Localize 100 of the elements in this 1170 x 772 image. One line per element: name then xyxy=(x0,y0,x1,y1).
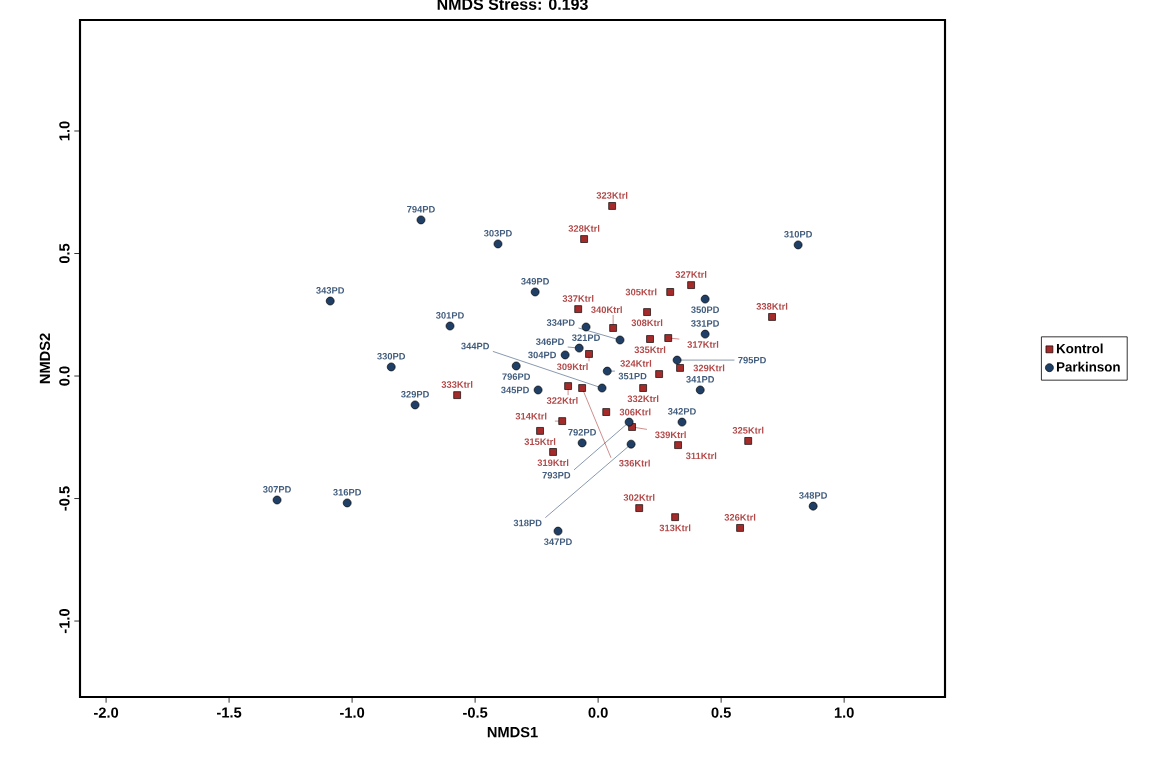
point xyxy=(626,439,636,449)
annotation: 305Ktrl xyxy=(625,288,657,296)
point xyxy=(677,417,687,427)
point xyxy=(445,321,455,331)
point xyxy=(672,355,682,365)
point xyxy=(574,343,584,353)
annotation: 343PD xyxy=(316,287,345,294)
y-tick-label: 1.0 xyxy=(59,121,70,141)
annotation: 304PD xyxy=(528,351,557,359)
point xyxy=(560,350,570,360)
annotation: 322Ktrl xyxy=(546,397,578,404)
annotation: 315Ktrl xyxy=(524,438,556,445)
annotation: 333Ktrl xyxy=(441,381,473,388)
point xyxy=(602,408,611,416)
annotation: 351PD xyxy=(618,372,647,380)
point xyxy=(272,495,282,505)
x-tick-label: 0.5 xyxy=(711,707,731,718)
annotation: 338Ktrl xyxy=(756,302,788,310)
x-tick-label: -0.5 xyxy=(463,707,488,718)
y-tick-label: 0.5 xyxy=(59,243,70,264)
annotation: 332Ktrl xyxy=(627,395,659,403)
point xyxy=(664,334,673,342)
point xyxy=(624,417,634,427)
annotation: 329Ktrl xyxy=(693,364,725,372)
point xyxy=(597,383,607,393)
point xyxy=(530,287,540,297)
point xyxy=(700,294,710,304)
annotation: 323Ktrl xyxy=(596,191,628,199)
point xyxy=(655,370,663,378)
point xyxy=(666,288,675,296)
annotation: 336Ktrl xyxy=(619,459,650,467)
point xyxy=(744,437,752,445)
annotation: 794PD xyxy=(407,205,435,213)
annotation: 337Ktrl xyxy=(562,295,594,302)
annotation: 307PD xyxy=(263,486,291,493)
annotation: 321PD xyxy=(572,334,600,341)
annotation: 306Ktrl xyxy=(619,408,651,416)
y-tick-label: -1.0 xyxy=(59,609,70,634)
point xyxy=(580,235,588,243)
point xyxy=(558,417,567,425)
annotation: 303PD xyxy=(483,229,512,237)
annotation: 335Ktrl xyxy=(634,346,666,354)
point xyxy=(578,384,586,392)
x-tick-label: -1.0 xyxy=(340,707,365,718)
annotation: 314Ktrl xyxy=(515,412,547,420)
annotation: 344PD xyxy=(461,342,490,350)
point xyxy=(577,438,587,448)
annotation: 349PD xyxy=(521,278,549,285)
x-tick-label: 0.0 xyxy=(588,707,608,718)
annotation: 796PD xyxy=(502,373,531,380)
point xyxy=(325,296,335,306)
x-tick-label: 1.0 xyxy=(834,707,854,718)
y-axis-title: NMDS2 xyxy=(39,333,51,384)
legend-label: Kontrol xyxy=(1056,343,1103,354)
annotation: 342PD xyxy=(667,408,696,415)
point xyxy=(574,305,582,313)
point xyxy=(700,329,710,339)
annotation: 345PD xyxy=(501,386,529,394)
annotation: 311Ktrl xyxy=(685,452,717,460)
annotation: 326Ktrl xyxy=(724,513,756,521)
point xyxy=(609,324,617,332)
annotation: 331PD xyxy=(691,320,719,327)
point xyxy=(602,366,612,376)
annotation: 324Ktrl xyxy=(620,359,652,367)
point xyxy=(608,202,616,210)
y-tick-label: -0.5 xyxy=(59,486,70,511)
point xyxy=(687,281,695,289)
point xyxy=(646,335,654,343)
point xyxy=(342,498,352,508)
point xyxy=(416,215,426,225)
point xyxy=(553,526,563,536)
point xyxy=(585,350,593,358)
point xyxy=(695,385,705,395)
annotation: 339Ktrl xyxy=(654,431,686,439)
annotation: 319Ktrl xyxy=(537,459,569,467)
legend-label: Parkinson xyxy=(1056,361,1120,372)
annotation: 341PD xyxy=(686,376,715,383)
annotation: 325Ktrl xyxy=(732,426,764,434)
point xyxy=(581,322,591,332)
annotation: 316PD xyxy=(333,488,362,496)
point xyxy=(736,524,744,532)
annotation: 350PD xyxy=(691,306,719,314)
x-axis-title: NMDS1 xyxy=(487,726,538,738)
point xyxy=(453,391,461,399)
annotation: 302Ktrl xyxy=(623,493,655,501)
point xyxy=(793,240,803,250)
annotation: 318PD xyxy=(513,519,542,527)
annotation: 308Ktrl xyxy=(631,319,663,327)
point xyxy=(676,364,684,372)
point xyxy=(549,448,557,456)
point xyxy=(410,400,420,410)
annotation: 329PD xyxy=(401,390,429,398)
annotation: 301PD xyxy=(435,312,464,319)
annotation: 334PD xyxy=(546,319,575,326)
y-tick-label: 0.0 xyxy=(59,366,70,386)
annotation: 328Ktrl xyxy=(568,224,600,232)
point xyxy=(674,441,682,449)
x-tick-label: -2.0 xyxy=(94,707,119,718)
annotation: 309Ktrl xyxy=(556,363,588,371)
annotation: 795PD xyxy=(738,356,766,364)
